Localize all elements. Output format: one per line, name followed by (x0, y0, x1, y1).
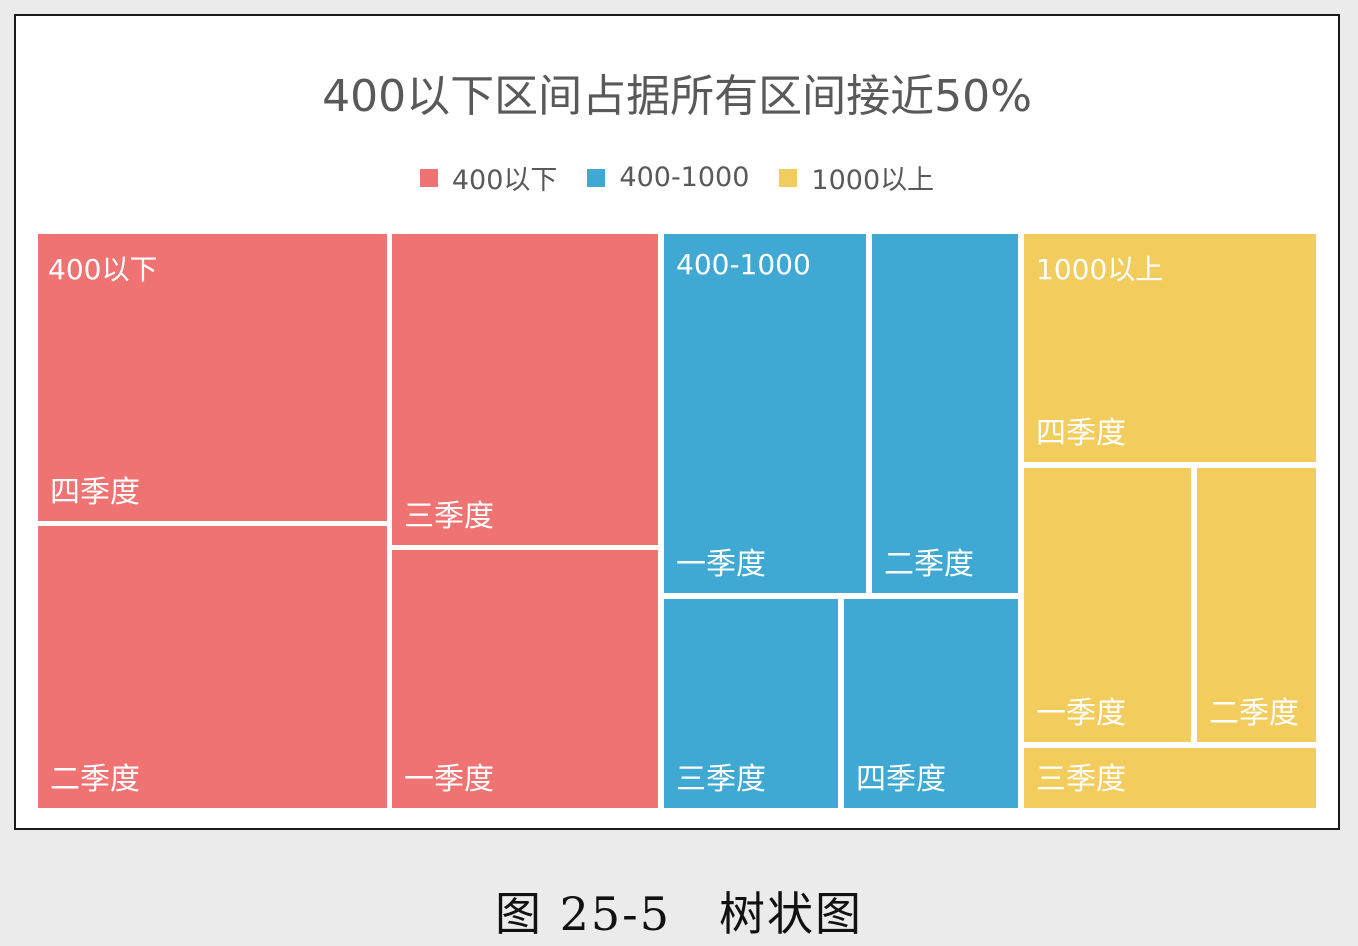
tile-label: 四季度 (856, 762, 946, 797)
treemap-tile: 一季度 (392, 550, 658, 808)
tile-label: 三季度 (676, 762, 766, 797)
legend-swatch-2 (779, 168, 798, 187)
chart-title: 400以下区间占据所有区间接近50% (322, 71, 1032, 122)
treemap-tile: 三季度 (664, 599, 838, 808)
tile-label: 二季度 (884, 547, 974, 582)
group-label: 400以下 (48, 253, 158, 286)
tile-label: 四季度 (1036, 416, 1126, 451)
treemap-tile: 三季度 (1024, 748, 1316, 808)
treemap-tile: 四季度 (38, 234, 387, 521)
treemap-tile: 二季度 (38, 526, 387, 808)
legend-item-2: 1000以上 (779, 158, 934, 197)
legend-label-0: 400以下 (451, 165, 558, 196)
legend-item-0: 400以下 (419, 158, 558, 197)
tile-label: 三季度 (404, 499, 494, 534)
treemap-tile: 二季度 (1197, 468, 1316, 742)
treemap-tile: 一季度 (664, 234, 866, 593)
treemap-tile: 一季度 (1024, 468, 1191, 742)
legend-swatch-0 (419, 168, 438, 187)
tile-label: 四季度 (50, 475, 140, 510)
treemap-tile: 三季度 (392, 234, 658, 545)
tile-label: 二季度 (1209, 696, 1299, 731)
tile-label: 二季度 (50, 762, 140, 797)
treemap-tile: 四季度 (1024, 234, 1316, 462)
legend-label-2: 1000以上 (811, 165, 935, 196)
tile-label: 一季度 (1036, 696, 1126, 731)
legend-label-1: 400-1000 (619, 162, 750, 193)
group-label: 1000以上 (1036, 253, 1164, 286)
tile-label: 一季度 (404, 762, 494, 797)
legend-item-1: 400-1000 (587, 162, 749, 193)
treemap-tile: 二季度 (872, 234, 1018, 593)
figure-caption: 图 25-5 树状图 (495, 887, 863, 941)
tile-label: 一季度 (676, 547, 766, 582)
group-label: 400-1000 (676, 248, 811, 281)
treemap-tile: 四季度 (844, 599, 1018, 808)
legend-swatch-1 (587, 168, 606, 187)
legend: 400以下 400-1000 1000以上 (16, 158, 1338, 197)
tile-label: 三季度 (1036, 762, 1126, 797)
